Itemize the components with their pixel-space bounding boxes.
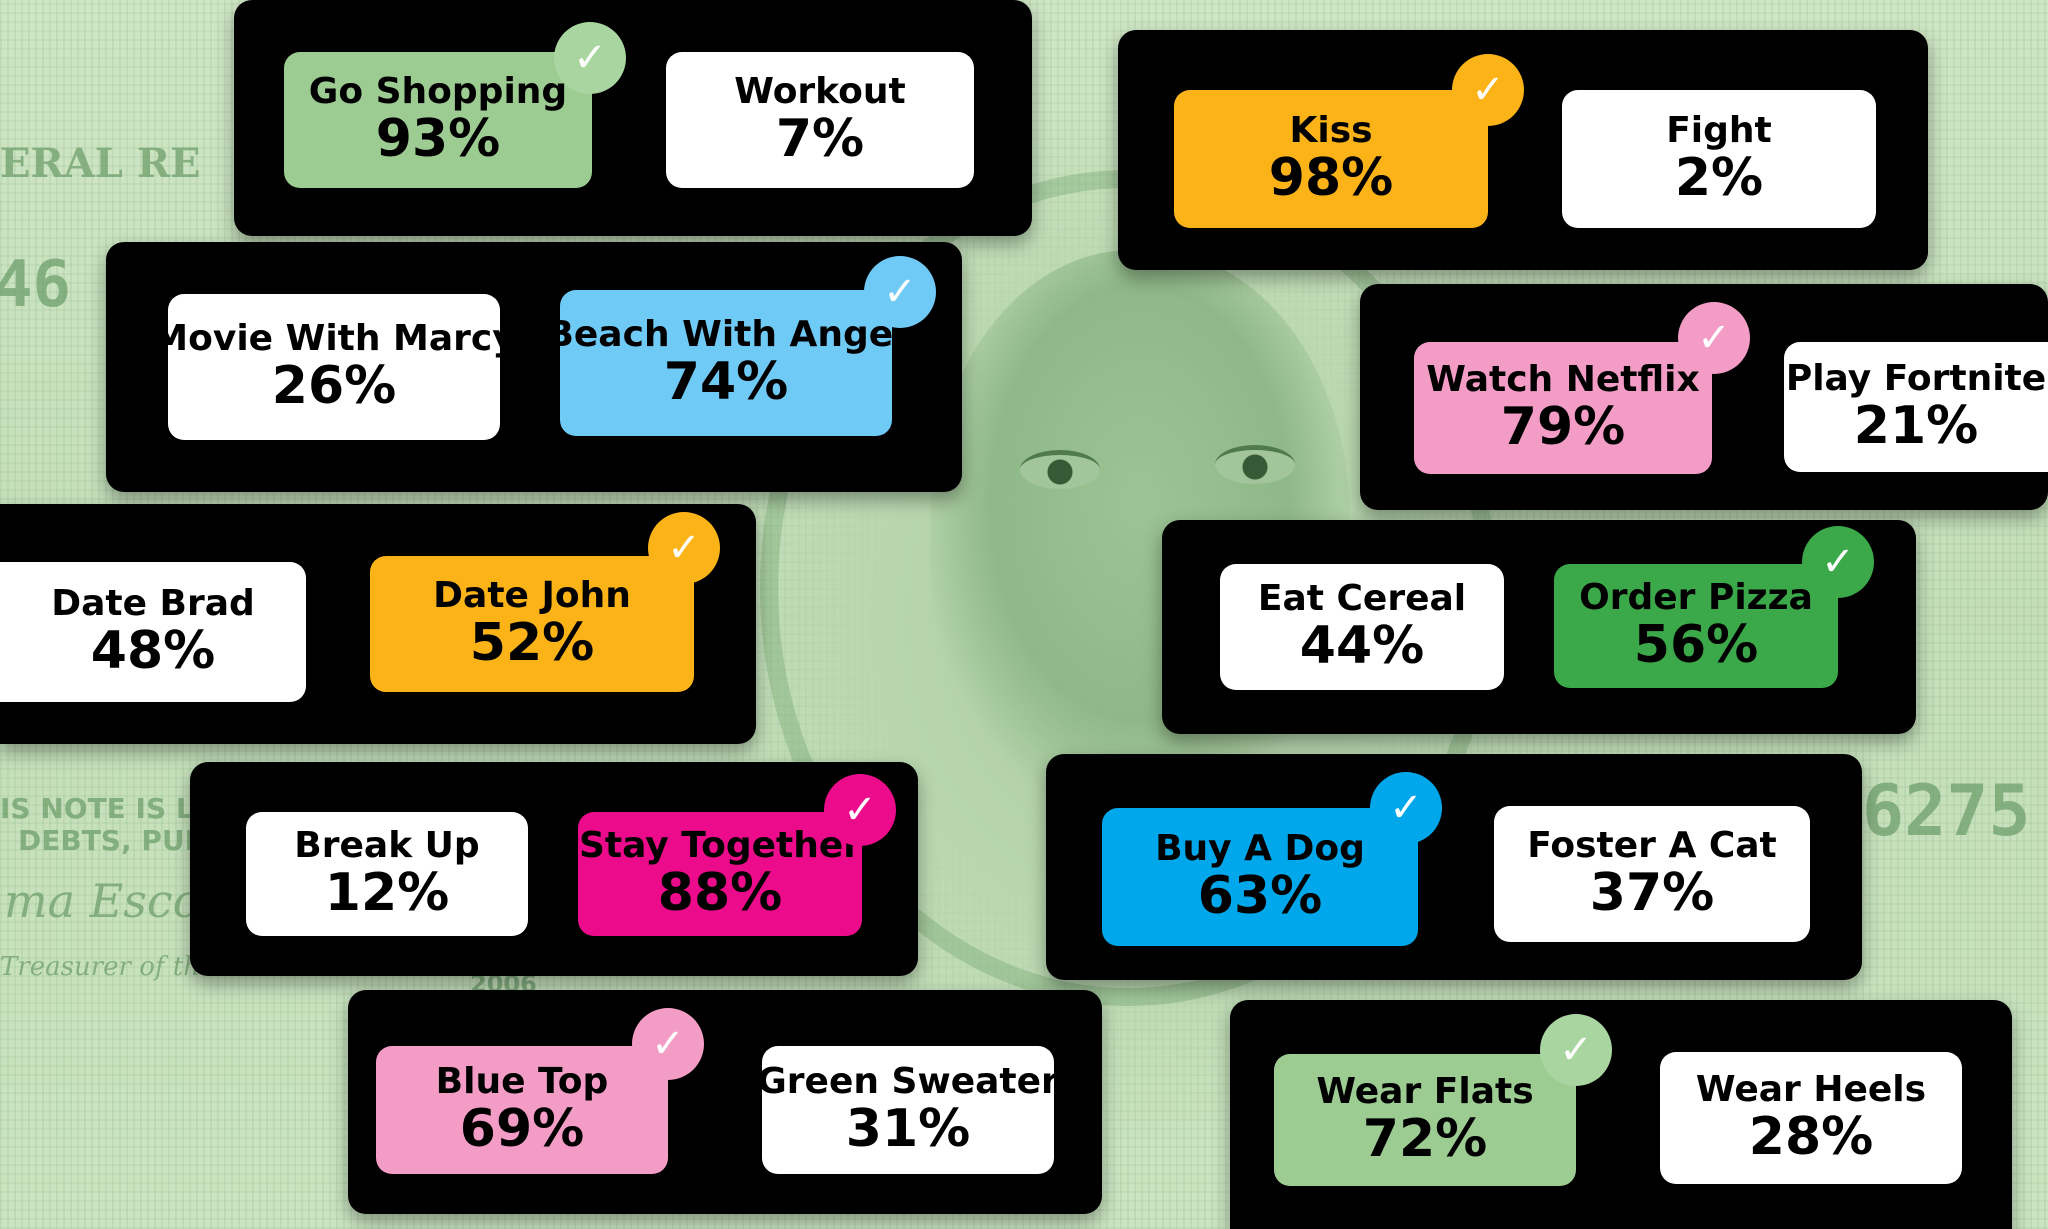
poll-option[interactable]: Fight 2% (1562, 90, 1876, 228)
check-mark-icon: ✓ (632, 1008, 704, 1080)
check-mark-icon: ✓ (864, 256, 936, 328)
option-percent: 12% (324, 863, 450, 924)
bill-serial-left: 46 (0, 248, 72, 322)
option-percent: 2% (1674, 148, 1764, 209)
option-label: Movie With Marcy (152, 317, 516, 359)
option-label: Eat Cereal (1257, 577, 1467, 619)
option-percent: 74% (663, 352, 789, 413)
poll-option[interactable]: Date Brad 48% (0, 562, 306, 702)
poll-option[interactable]: Play Fortnite 21% (1784, 342, 2048, 472)
check-mark-icon: ✓ (554, 22, 626, 94)
option-percent: 93% (375, 109, 501, 170)
option-percent: 26% (271, 356, 397, 417)
option-label: Foster A Cat (1527, 824, 1777, 866)
poll-option-winner[interactable]: Wear Flats 72% (1274, 1054, 1576, 1186)
option-label: Beach With Angel (546, 313, 906, 355)
check-mark-icon: ✓ (1678, 302, 1750, 374)
check-mark-icon: ✓ (824, 774, 896, 846)
poll-option-winner[interactable]: Kiss 98% (1174, 90, 1488, 228)
option-label: Order Pizza (1579, 576, 1813, 618)
poll-option-winner[interactable]: Buy A Dog 63% (1102, 808, 1418, 946)
check-mark-icon: ✓ (1540, 1014, 1612, 1086)
option-label: Break Up (294, 824, 480, 866)
option-label: Go Shopping (308, 70, 568, 112)
option-percent: 63% (1197, 866, 1323, 927)
poll-option-winner[interactable]: Watch Netflix 79% (1414, 342, 1712, 474)
check-mark-icon: ✓ (1370, 772, 1442, 844)
check-mark-icon: ✓ (1802, 526, 1874, 598)
option-label: Blue Top (435, 1060, 609, 1102)
option-label: Play Fortnite (1785, 357, 2047, 399)
option-percent: 28% (1748, 1107, 1874, 1168)
option-percent: 88% (657, 863, 783, 924)
option-label: Green Sweater (757, 1060, 1059, 1102)
option-label: Wear Heels (1695, 1068, 1927, 1110)
portrait-eye-right (1215, 445, 1295, 484)
option-label: Date John (433, 574, 631, 616)
poll-option[interactable]: Workout 7% (666, 52, 974, 188)
poll-option-winner[interactable]: Go Shopping 93% (284, 52, 592, 188)
option-label: Buy A Dog (1155, 827, 1365, 869)
option-percent: 79% (1500, 397, 1626, 458)
option-percent: 31% (845, 1099, 971, 1160)
bill-federal-reserve-text: ERAL RE (0, 140, 201, 187)
poll-option-winner[interactable]: Blue Top 69% (376, 1046, 668, 1174)
option-label: Wear Flats (1316, 1070, 1534, 1112)
poll-option-winner[interactable]: Order Pizza 56% (1554, 564, 1838, 688)
option-label: Fight (1666, 109, 1772, 151)
poll-option[interactable]: Green Sweater 31% (757, 1046, 1059, 1174)
option-percent: 44% (1299, 616, 1425, 677)
poll-option-winner[interactable]: Stay Together 88% (578, 812, 862, 936)
option-percent: 37% (1589, 863, 1715, 924)
bill-serial-right: 6275 (1862, 770, 2031, 852)
option-percent: 56% (1633, 615, 1759, 676)
bill-legal-tender-line1: IS NOTE IS LE (0, 792, 213, 825)
option-label: Workout (734, 70, 906, 112)
option-percent: 98% (1268, 148, 1394, 209)
poll-option[interactable]: Foster A Cat 37% (1494, 806, 1810, 942)
poll-option[interactable]: Wear Heels 28% (1660, 1052, 1962, 1184)
option-percent: 52% (469, 613, 595, 674)
option-percent: 21% (1853, 396, 1979, 457)
option-label: Date Brad (51, 582, 255, 624)
option-label: Kiss (1289, 109, 1373, 151)
poll-option-winner[interactable]: Beach With Angel 74% (546, 290, 906, 436)
bill-legal-tender-line2: DEBTS, PUE (18, 824, 204, 857)
poll-option[interactable]: Movie With Marcy 26% (152, 294, 516, 440)
option-percent: 7% (775, 109, 865, 170)
option-percent: 72% (1362, 1109, 1488, 1170)
check-mark-icon: ✓ (648, 512, 720, 584)
option-percent: 69% (459, 1099, 585, 1160)
option-percent: 48% (90, 621, 216, 682)
poll-option[interactable]: Eat Cereal 44% (1220, 564, 1504, 690)
option-label: Watch Netflix (1426, 358, 1700, 400)
option-label: Stay Together (578, 824, 862, 866)
poll-option[interactable]: Break Up 12% (246, 812, 528, 936)
portrait-eye-left (1020, 450, 1100, 489)
poll-option-winner[interactable]: Date John 52% (370, 556, 694, 692)
check-mark-icon: ✓ (1452, 54, 1524, 126)
